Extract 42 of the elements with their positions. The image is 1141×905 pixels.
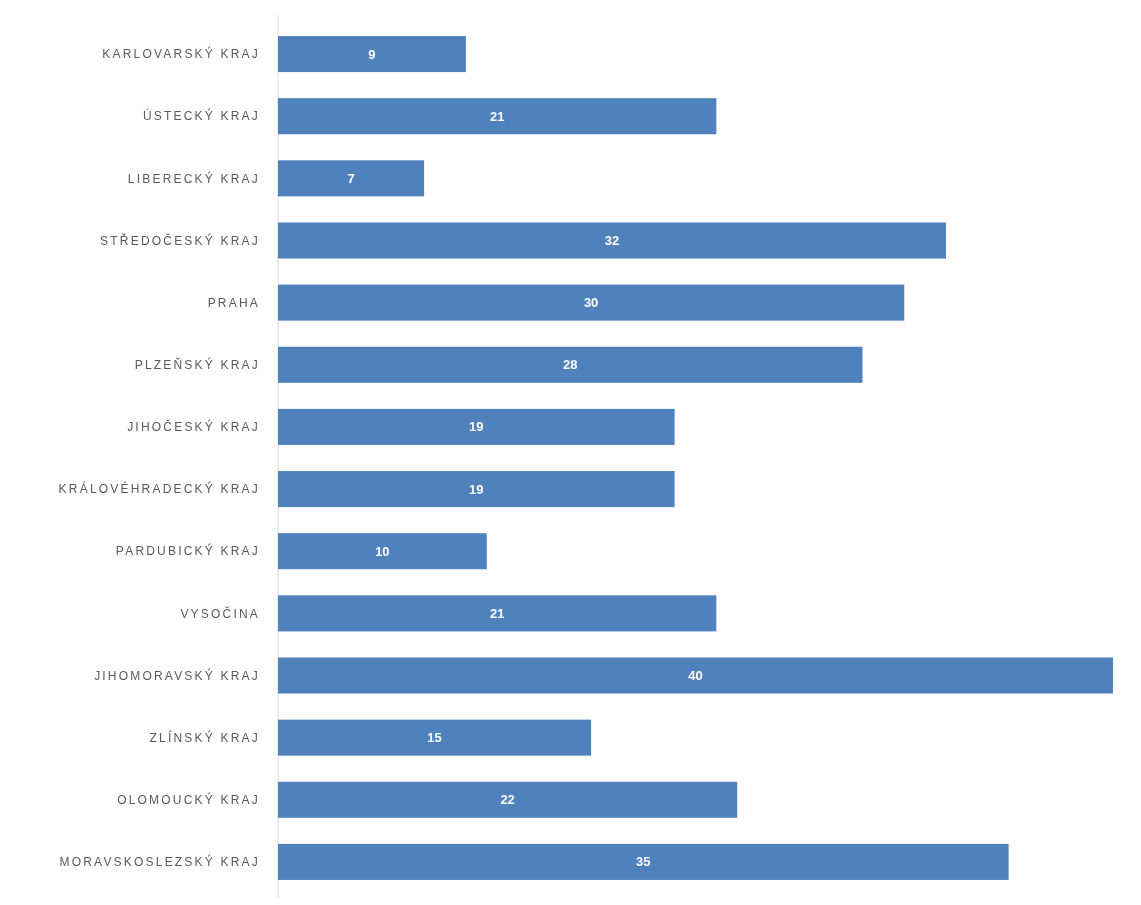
bar xyxy=(278,843,1009,880)
y-tick-label: MORAVSKOSLEZSKÝ KRAJ xyxy=(59,854,260,870)
bar xyxy=(278,160,425,197)
y-tick-label: PRAHA xyxy=(207,295,260,310)
y-tick-label: PARDUBICKÝ KRAJ xyxy=(115,543,260,559)
bar xyxy=(278,36,466,73)
data-label: 10 xyxy=(375,543,390,559)
data-label: 40 xyxy=(688,668,703,684)
bar xyxy=(278,657,1113,694)
y-tick-label: STŘEDOČESKÝ KRAJ xyxy=(100,232,260,248)
y-tick-label: VYSOČINA xyxy=(180,605,260,621)
y-tick-label: ZLÍNSKÝ KRAJ xyxy=(149,729,260,745)
bar xyxy=(278,533,487,570)
data-label: 19 xyxy=(469,481,484,497)
data-label: 15 xyxy=(427,730,442,746)
data-label: 30 xyxy=(583,295,599,311)
y-tick-label: KRÁLOVÉHRADECKÝ KRAJ xyxy=(58,481,260,497)
bar xyxy=(278,346,863,383)
data-label: 32 xyxy=(604,233,620,249)
data-label: 21 xyxy=(489,108,505,124)
data-label: 22 xyxy=(500,792,515,808)
data-label: 35 xyxy=(636,854,651,870)
bar xyxy=(278,781,738,818)
y-tick-label: PLZEŇSKÝ KRAJ xyxy=(134,356,260,372)
y-tick-label: LIBERECKÝ KRAJ xyxy=(127,170,260,186)
bar xyxy=(278,719,592,756)
y-tick-label: ÚSTECKÝ KRAJ xyxy=(142,108,260,124)
bar xyxy=(278,471,675,508)
data-label: 21 xyxy=(489,605,505,621)
data-label: 7 xyxy=(347,170,355,186)
bar xyxy=(278,408,675,445)
data-label: 28 xyxy=(563,357,578,373)
bar xyxy=(278,98,717,135)
data-label: 9 xyxy=(368,46,376,62)
y-tick-label: JIHOMORAVSKÝ KRAJ xyxy=(94,667,260,683)
data-label: 19 xyxy=(469,419,484,435)
bar xyxy=(278,595,717,632)
bar xyxy=(278,284,905,321)
bar xyxy=(278,222,946,259)
y-tick-label: JIHOČESKÝ KRAJ xyxy=(127,419,260,435)
y-tick-label: KARLOVARSKÝ KRAJ xyxy=(102,46,260,62)
y-tick-label: OLOMOUCKÝ KRAJ xyxy=(117,791,260,807)
